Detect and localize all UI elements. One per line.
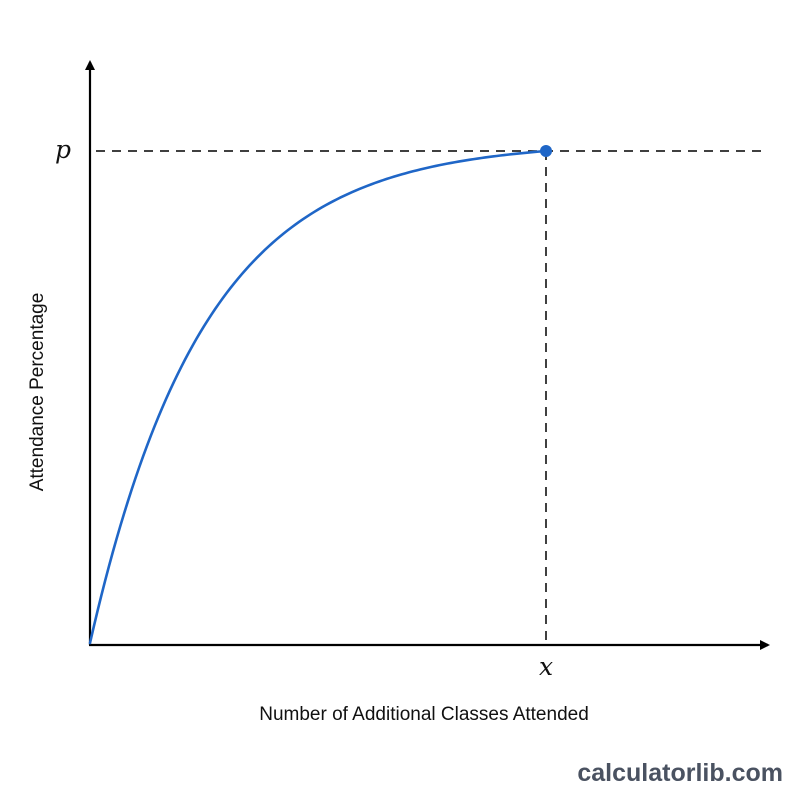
series-curve [88, 149, 548, 645]
x-axis-title: Number of Additional Classes Attended [259, 704, 589, 725]
y-tick-label-p: p [55, 135, 71, 164]
marked-point [540, 145, 552, 157]
x-tick-label-x: x [539, 652, 553, 681]
y-axis-title: Attendance Percentage [27, 293, 48, 492]
watermark-logo-text: calculatorlib.com [577, 759, 783, 787]
